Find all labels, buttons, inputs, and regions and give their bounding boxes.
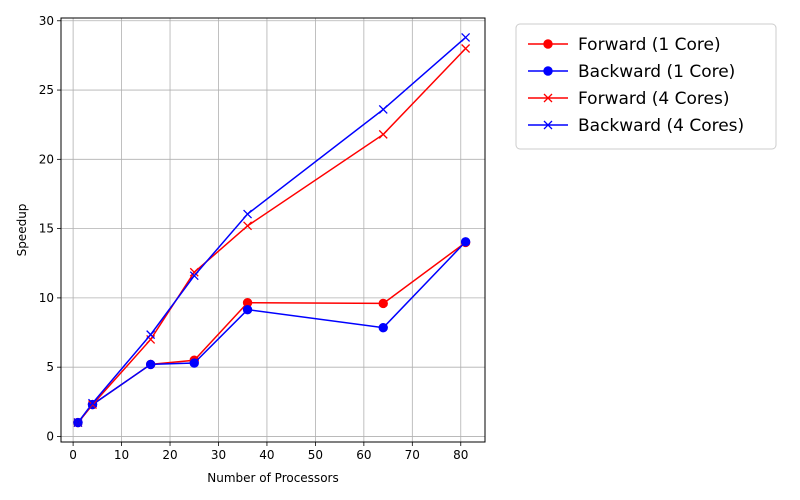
data-point	[378, 322, 388, 333]
y-tick-label: 20	[39, 152, 54, 166]
grid-lines	[61, 18, 485, 442]
x-tick-label: 20	[162, 448, 177, 462]
data-point	[146, 330, 156, 340]
y-tick-label: 15	[39, 222, 54, 236]
legend-item-1: Backward (1 Core)	[528, 62, 735, 82]
plot-frame	[60, 17, 486, 443]
data-point	[242, 304, 253, 315]
y-axis-label: Speedup	[15, 204, 29, 257]
legend: Forward (1 Core) Backward (1 Core) Forward…	[515, 23, 777, 150]
data-point	[243, 209, 253, 219]
data-point	[461, 44, 471, 53]
data-point	[145, 359, 156, 370]
series-line	[77, 36, 467, 424]
legend-label: Forward (4 Cores)	[578, 89, 729, 109]
x-axis-label: Number of Processors	[207, 471, 338, 485]
x-tick-label: 40	[259, 448, 274, 462]
legend-frame	[515, 23, 777, 150]
x-tick-label: 0	[69, 448, 77, 462]
data-point	[243, 221, 253, 231]
data-point	[189, 271, 199, 281]
legend-item-3: Backward (4 Cores)	[528, 116, 744, 136]
ticks: 0 10 20 30 40 50 60 70 80 0 5 10 15 20 25 30	[39, 14, 469, 462]
legend-marker	[543, 39, 553, 49]
legend-marker	[543, 66, 553, 76]
data-point	[461, 32, 471, 42]
y-tick-label: 30	[39, 14, 54, 28]
x-tick-label: 30	[211, 448, 226, 462]
x-tick-label: 80	[453, 448, 468, 462]
series-line	[77, 241, 467, 424]
legend-marker	[543, 93, 553, 103]
series-2	[73, 44, 471, 428]
y-tick-label: 25	[39, 83, 54, 97]
x-tick-label: 60	[356, 448, 371, 462]
data-point	[378, 298, 388, 309]
series-line	[77, 47, 467, 424]
legend-label: Forward (1 Core)	[578, 35, 721, 55]
x-tick-label: 50	[308, 448, 323, 462]
series-0	[73, 237, 471, 428]
y-tick-label: 5	[46, 360, 54, 374]
legend-item-2: Forward (4 Cores)	[528, 89, 729, 109]
x-tick-label: 70	[405, 448, 420, 462]
legend-label: Backward (4 Cores)	[578, 116, 744, 136]
data-point	[73, 418, 83, 428]
data-point	[189, 267, 199, 277]
legend-marker	[543, 120, 553, 130]
data-point	[460, 237, 471, 247]
data-point	[189, 358, 199, 368]
series-layer	[73, 32, 471, 428]
y-tick-label: 10	[39, 291, 54, 305]
series-3	[73, 32, 471, 428]
legend-label: Backward (1 Core)	[578, 62, 735, 82]
data-point	[378, 129, 388, 139]
y-tick-label: 0	[46, 429, 54, 443]
legend-item-0: Forward (1 Core)	[528, 35, 721, 55]
data-point	[378, 104, 388, 114]
x-tick-label: 10	[114, 448, 129, 462]
data-point	[88, 398, 97, 408]
series-1	[73, 237, 471, 428]
series-line	[77, 241, 467, 424]
